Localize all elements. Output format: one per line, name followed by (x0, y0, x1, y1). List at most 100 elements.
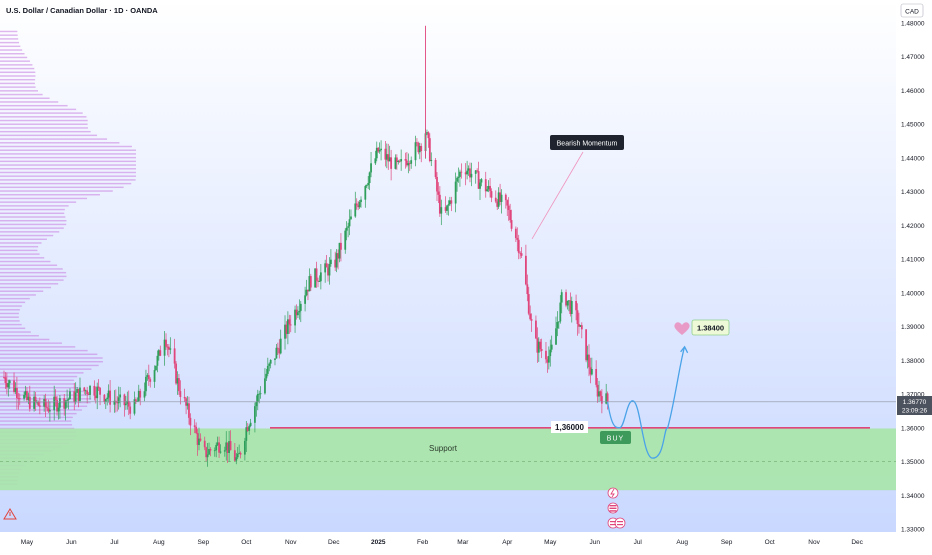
candle-body (384, 148, 387, 160)
buy-badge[interactable]: BUY (600, 431, 631, 444)
volume-profile-bar (0, 279, 64, 281)
candle-body (84, 390, 87, 392)
candle-body (69, 391, 71, 400)
time-axis-tick: Jul (110, 539, 119, 546)
volume-profile-bar (0, 64, 33, 66)
candle-body (169, 348, 172, 350)
candle-body (236, 453, 239, 458)
candle-body (289, 324, 292, 326)
candle-body (3, 377, 5, 378)
candle-body (464, 172, 467, 175)
candle-body (14, 387, 17, 392)
currency-badge[interactable]: CAD (900, 3, 924, 18)
candle-body (447, 204, 450, 206)
candle-body (330, 259, 332, 265)
candlestick-series (3, 25, 609, 467)
candle-body (96, 386, 99, 399)
time-axis[interactable]: May Jun Jul Aug Sep Oct Nov Dec 2025 Feb Mar Apr May… (21, 539, 864, 546)
candle-body (367, 183, 370, 186)
price-axis-tick: 1.45000 (901, 122, 925, 129)
flags-event-icon[interactable] (607, 517, 626, 529)
bearish-momentum-label: Bearish Momentum (557, 141, 618, 148)
candle-body (117, 397, 120, 404)
support-level-label: 1,36000 (555, 423, 584, 432)
candle-body (354, 203, 357, 217)
volume-profile-bar (0, 123, 88, 125)
candle-body (507, 205, 510, 210)
candle-body (570, 300, 573, 314)
volume-profile-bar (0, 312, 19, 315)
support-zone (0, 428, 896, 491)
support-level-tag[interactable]: 1,36000 (551, 421, 588, 433)
lightning-event-icon[interactable] (607, 487, 619, 499)
volume-profile-bar (0, 383, 75, 385)
projection-path (606, 346, 686, 459)
current-price-tag[interactable]: 1.36770 23:09:26 (897, 396, 932, 415)
candle-body (226, 442, 229, 453)
volume-profile-bar (0, 357, 103, 359)
us-flag-event-icon[interactable] (607, 502, 619, 514)
candle-body (179, 391, 182, 398)
candle-body (173, 348, 176, 364)
candle-body (54, 396, 57, 400)
time-axis-tick: May (544, 539, 557, 546)
candle-body (248, 426, 251, 431)
volume-profile-bar (0, 90, 39, 92)
candle-body (223, 450, 226, 452)
candle-body (13, 380, 15, 392)
volume-profile-bar (0, 34, 18, 36)
candle-body (175, 363, 177, 384)
candle-body (595, 368, 598, 385)
volume-profile-bar (0, 71, 36, 74)
candle-body (17, 398, 20, 399)
volume-profile-bar (0, 219, 67, 222)
bearish-momentum-callout[interactable]: Bearish Momentum (550, 135, 624, 150)
candle-body (476, 170, 479, 172)
candle-body (550, 344, 553, 350)
candle-body (113, 400, 116, 405)
price-axis[interactable]: 1.48000 1.47000 1.46000 1.45000 1.44000 1.430… (901, 21, 925, 534)
volume-profile-bar (0, 205, 69, 207)
volume-profile-bar (0, 331, 31, 333)
time-axis-tick: Sep (721, 539, 733, 546)
volume-profile-bar (0, 305, 22, 307)
candle-body (213, 450, 216, 452)
volume-profile-bar (0, 335, 39, 337)
candle-body (545, 350, 547, 360)
volume-profile-bar (0, 127, 88, 129)
candle-body (360, 199, 362, 202)
volume-profile-bar (0, 368, 92, 370)
candle-body (575, 300, 577, 311)
price-axis-tick: 1.33000 (901, 527, 925, 534)
candle-body (189, 417, 192, 426)
candle-body (440, 207, 443, 214)
candle-body (565, 292, 567, 306)
volume-profile-bar (0, 301, 26, 304)
volume-profile-bar (0, 420, 72, 422)
candle-body (357, 205, 360, 208)
target-badge[interactable]: 1.38400 (691, 319, 730, 336)
support-zone-rect (0, 428, 896, 491)
candle-body (278, 348, 281, 354)
candle-body (385, 154, 388, 160)
volume-profile-bar (0, 190, 113, 192)
volume-profile-bar (0, 309, 20, 311)
time-axis-tick: Dec (328, 539, 340, 546)
candle-body (27, 396, 30, 401)
candle-body (377, 147, 380, 152)
candle-body (358, 201, 361, 208)
candle-body (364, 186, 367, 200)
volume-profile-bar (0, 346, 76, 348)
candle-body (235, 457, 238, 461)
candle-body (334, 259, 337, 268)
candle-body (590, 368, 593, 375)
volume-profile-bar (0, 75, 36, 77)
candle-body (589, 367, 592, 375)
heart-icon (674, 322, 690, 335)
volume-profile-bar (0, 38, 19, 40)
warning-icon[interactable] (3, 508, 17, 520)
candle-body (496, 201, 499, 207)
time-axis-tick: Apr (502, 539, 513, 546)
